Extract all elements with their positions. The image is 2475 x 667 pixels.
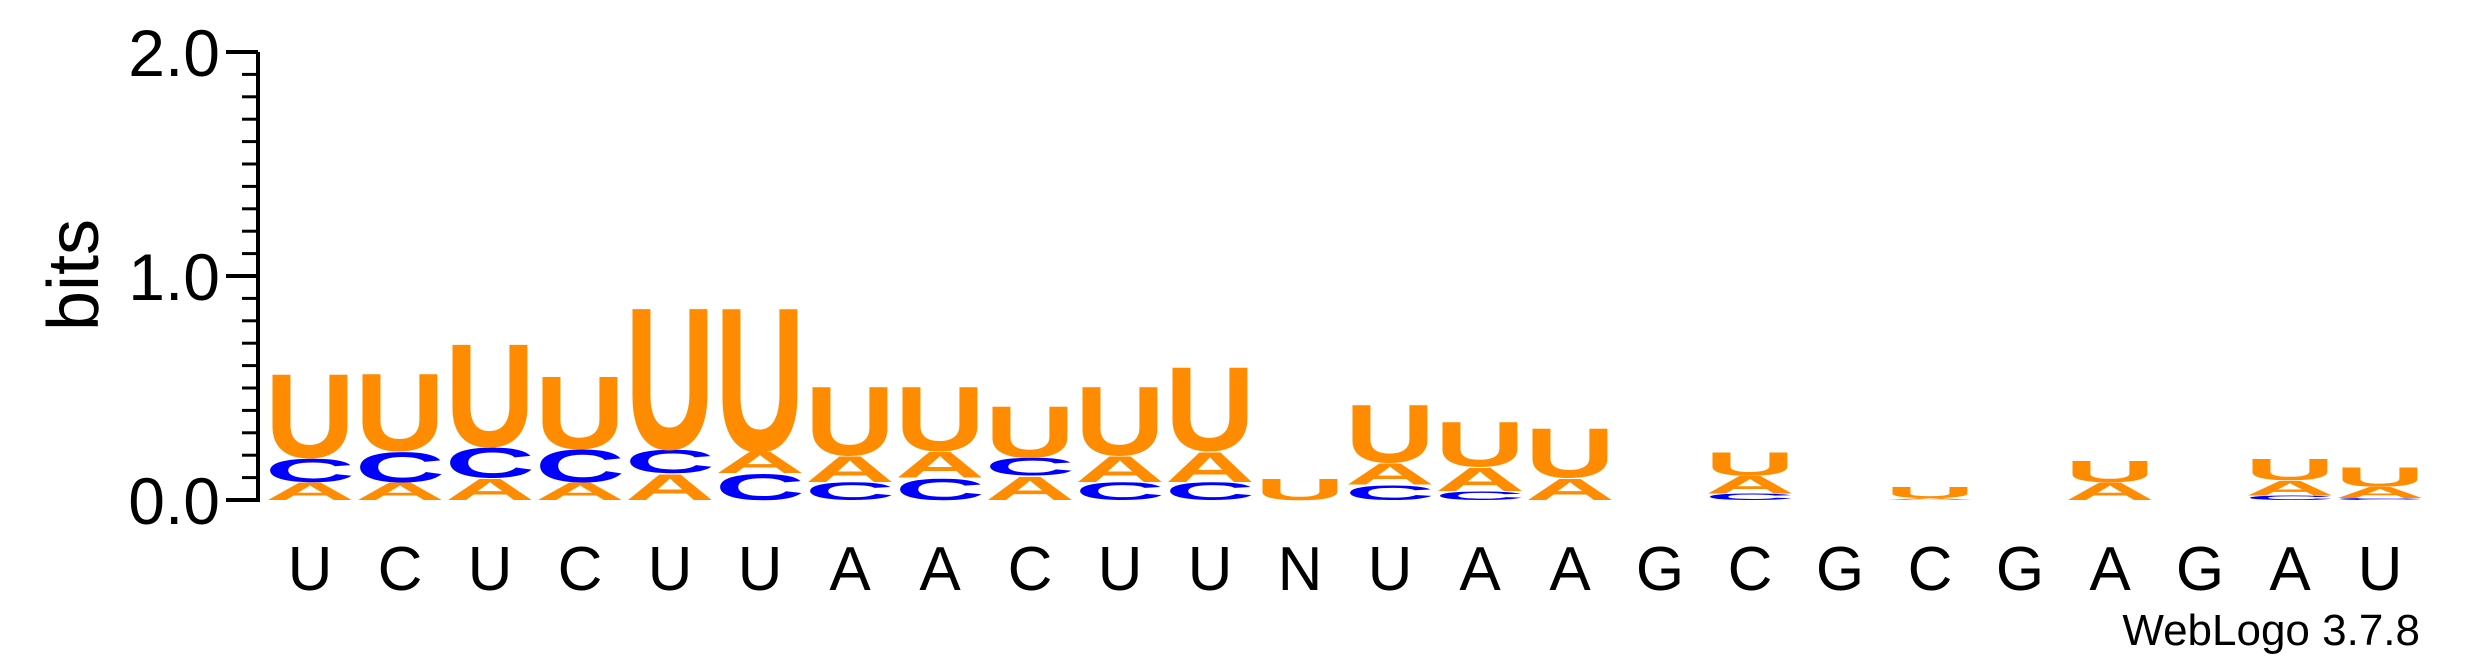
x-tick-label: C bbox=[1008, 535, 1053, 604]
logo-letter-a: A bbox=[1525, 473, 1615, 507]
logo-letter-c: C bbox=[2335, 497, 2425, 500]
logo-letter-c: C bbox=[1345, 481, 1435, 505]
logo-letter-u: U bbox=[1075, 366, 1165, 476]
logo-letter-c: C bbox=[355, 443, 445, 491]
logo-letter-u: U bbox=[1885, 484, 1975, 501]
logo-letter-a: A bbox=[1075, 449, 1165, 490]
y-axis-label: bits bbox=[34, 219, 114, 331]
logo-letter-c: C bbox=[265, 452, 355, 490]
logo-letter-c: C bbox=[535, 440, 625, 491]
x-tick-label: N bbox=[1278, 535, 1323, 604]
logo-letter-a: A bbox=[445, 473, 535, 507]
x-tick-label: A bbox=[829, 535, 871, 604]
logo-letter-a: A bbox=[985, 470, 1075, 508]
logo-letter-u: U bbox=[1255, 473, 1345, 507]
x-tick-label: U bbox=[738, 535, 783, 604]
logo-letter-c: C bbox=[1165, 478, 1255, 505]
logo-letter-c: C bbox=[715, 467, 805, 508]
y-tick-label: 1.0 bbox=[128, 240, 220, 314]
x-tick-label: U bbox=[2358, 535, 2403, 604]
logo-letter-u: U bbox=[1525, 414, 1615, 493]
logo-letter-a: A bbox=[1435, 461, 1525, 499]
logo-letter-u: U bbox=[715, 266, 805, 496]
logo-letter-c: C bbox=[985, 453, 1075, 480]
y-tick-label: 2.0 bbox=[128, 16, 220, 90]
x-tick-label: C bbox=[1728, 535, 1773, 604]
x-tick-label: C bbox=[558, 535, 603, 604]
x-tick-label: A bbox=[1549, 535, 1591, 604]
logo-letter-c: C bbox=[625, 443, 715, 481]
logo-letter-a: A bbox=[1165, 443, 1255, 491]
x-tick-label: A bbox=[919, 535, 961, 604]
x-tick-label: U bbox=[648, 535, 693, 604]
logo-letter-u: U bbox=[805, 366, 895, 476]
logo-letter-u: U bbox=[355, 350, 445, 474]
logo-letter-u: U bbox=[265, 349, 355, 483]
logo-letter-a: A bbox=[2335, 484, 2425, 501]
logo-letter-u: U bbox=[535, 355, 625, 471]
logo-letter-a: A bbox=[535, 478, 625, 505]
logo-letter-u: U bbox=[1435, 409, 1525, 481]
x-tick-label: C bbox=[1908, 535, 1953, 604]
logo-letter-a: A bbox=[895, 445, 985, 486]
logo-letter-u: U bbox=[2245, 452, 2335, 486]
weblogo-credit: WebLogo 3.7.8 bbox=[2122, 606, 2420, 655]
logo-letter-c: C bbox=[1705, 492, 1795, 502]
x-tick-label: G bbox=[2176, 535, 2224, 604]
logo-letter-a: A bbox=[355, 478, 445, 505]
x-tick-label: A bbox=[2089, 535, 2131, 604]
logo-letter-a: A bbox=[625, 467, 715, 508]
logo-letter-a: A bbox=[715, 446, 805, 480]
x-tick-label: A bbox=[1459, 535, 1501, 604]
x-tick-label: G bbox=[1636, 535, 1684, 604]
logo-letter-u: U bbox=[1705, 445, 1795, 483]
logo-letter-a: A bbox=[2065, 478, 2155, 505]
logo-letter-a: A bbox=[2245, 476, 2335, 500]
logo-letter-u: U bbox=[2335, 462, 2425, 493]
x-tick-label: G bbox=[1816, 535, 1864, 604]
y-axis: 0.0 1.0 2.0 bbox=[128, 16, 260, 538]
logo-letter-c: C bbox=[805, 478, 895, 505]
x-tick-label: A bbox=[2269, 535, 2311, 604]
logo-letter-u: U bbox=[1165, 342, 1255, 476]
x-tick-label: U bbox=[288, 535, 333, 604]
logo-letter-a: A bbox=[1705, 471, 1795, 498]
logo-letter-u: U bbox=[895, 368, 985, 471]
logo-letter-a: A bbox=[1885, 497, 1975, 500]
x-tick-label: U bbox=[1368, 535, 1413, 604]
logo-letter-a: A bbox=[1345, 457, 1435, 491]
y-tick-label: 0.0 bbox=[128, 464, 220, 538]
x-tick-label: C bbox=[378, 535, 423, 604]
logo-letter-c: C bbox=[1075, 478, 1165, 505]
x-tick-label: U bbox=[1098, 535, 1143, 604]
logo-letter-c: C bbox=[895, 473, 985, 507]
logo-letter-c: C bbox=[2245, 494, 2335, 501]
logo-letter-c: C bbox=[1435, 489, 1525, 503]
x-tick-label: U bbox=[1188, 535, 1233, 604]
x-tick-label: U bbox=[468, 535, 513, 604]
logo-letter-u: U bbox=[2065, 455, 2155, 489]
logo-letter-c: C bbox=[445, 439, 535, 487]
logo-letter-a: A bbox=[265, 478, 355, 505]
logo-letter-u: U bbox=[1345, 388, 1435, 480]
x-tick-label: G bbox=[1996, 535, 2044, 604]
logo-letter-u: U bbox=[445, 313, 535, 477]
logo-letter-a: A bbox=[805, 449, 895, 490]
logo-letter-u: U bbox=[985, 391, 1075, 474]
logo-letter-u: U bbox=[625, 265, 715, 491]
